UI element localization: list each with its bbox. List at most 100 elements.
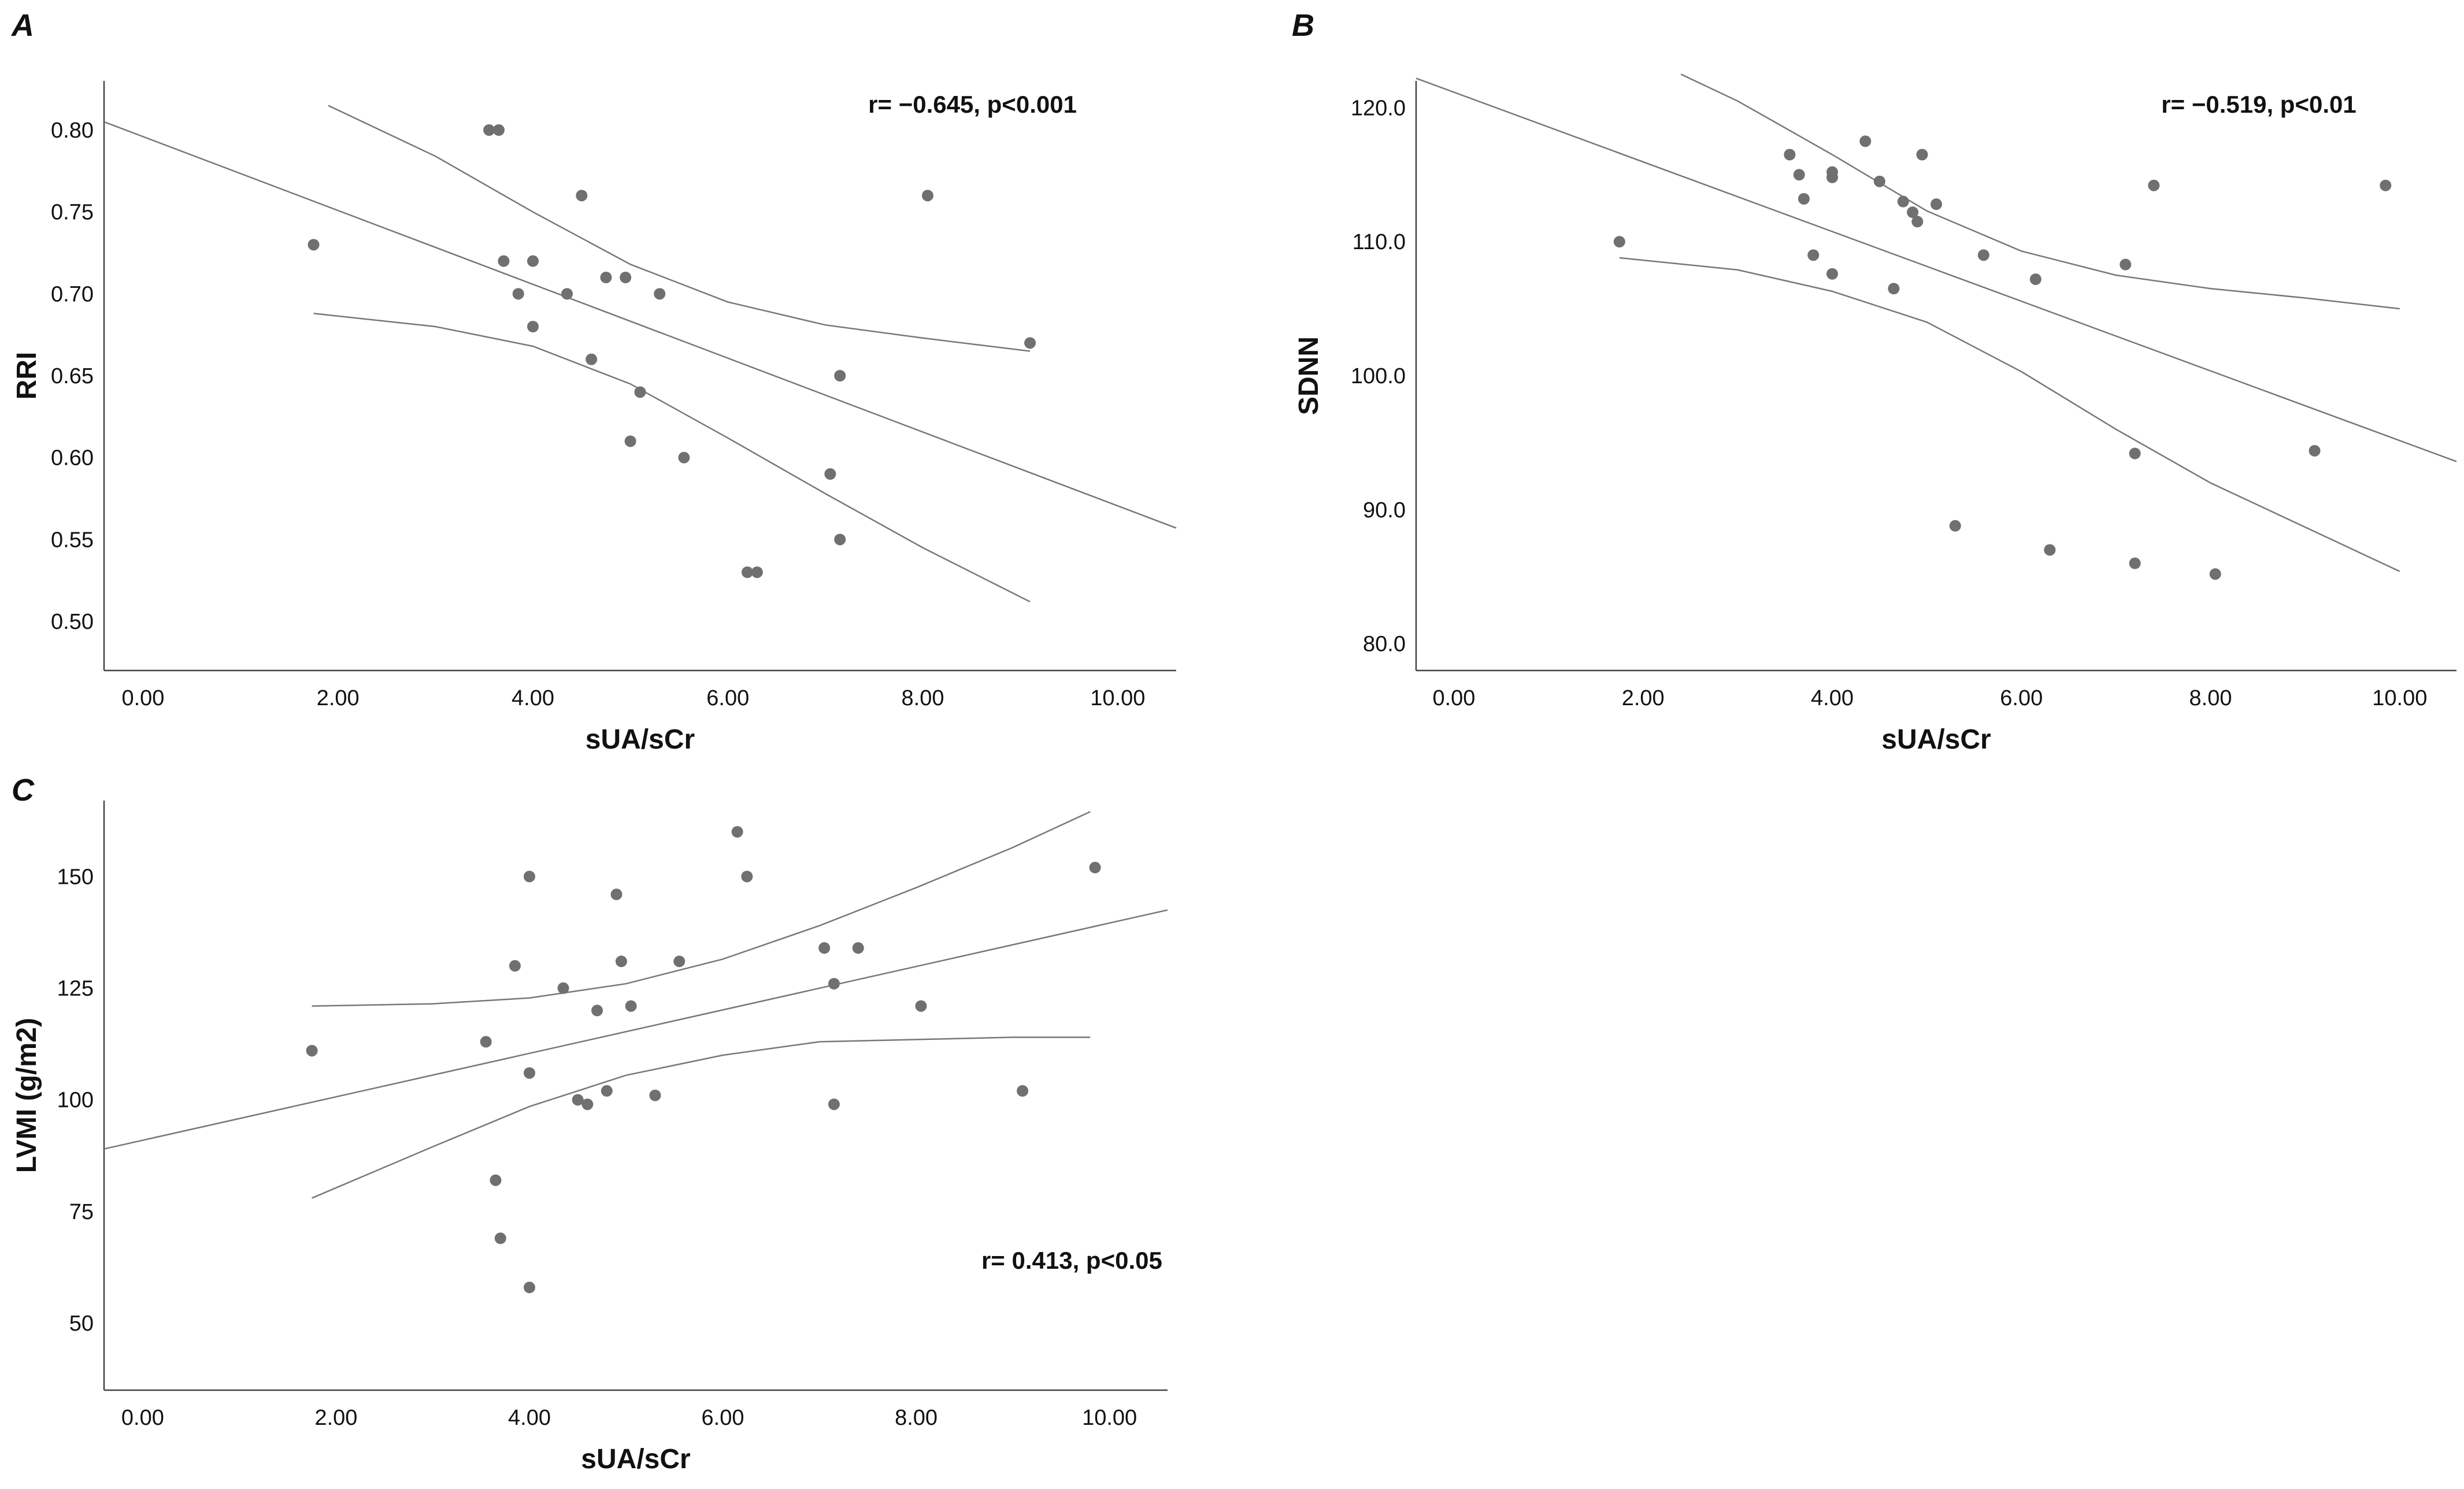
panel-c-correlation-annotation: r= 0.413, p<0.05 — [981, 1247, 1162, 1274]
panel-c-data-point — [601, 1085, 613, 1097]
panel-a-data-point — [561, 288, 573, 300]
panel-a-data-point — [512, 288, 524, 300]
panel-b-data-point — [2129, 447, 2141, 460]
panel-c-data-point — [818, 942, 831, 954]
panel-a-y-tick-label: 0.80 — [51, 118, 94, 143]
panel-c-data-point — [673, 955, 686, 968]
panel-b-data-point — [2148, 179, 2160, 191]
panel-a-data-point — [492, 124, 505, 136]
panel-a-data-point — [634, 386, 646, 398]
panel-a-x-tick-label: 4.00 — [512, 686, 554, 710]
panel-c-letter: C — [12, 773, 35, 808]
panel-b-data-point — [2120, 258, 2132, 271]
panel-a-y-axis-title: RRI — [12, 352, 42, 400]
panel-b-data-point — [2029, 273, 2041, 286]
panel-c-data-point — [1089, 861, 1101, 873]
panel-b-data-point — [1826, 268, 1838, 280]
panel-a-ci-upper-line — [328, 105, 1031, 352]
panel-a-data-point — [498, 255, 510, 267]
panel-a-x-tick-label: 10.00 — [1090, 686, 1145, 710]
panel-a-correlation-annotation: r= −0.645, p<0.001 — [868, 91, 1077, 118]
panel-b-data-point — [1949, 520, 1961, 532]
panel-a-data-point — [678, 451, 690, 464]
panel-c-data-point — [494, 1232, 506, 1244]
panel-c: C 0.00 2.00 4.00 6.00 8.00 10.00 50 75 100 125 150 s… — [12, 773, 1168, 1475]
panel-c-data-point — [557, 982, 569, 994]
panel-c-y-tick-label: 75 — [69, 1200, 94, 1224]
panel-b-data-point — [2044, 544, 2056, 556]
panel-b-x-tick-label: 0.00 — [1432, 686, 1475, 710]
panel-b-data-point — [1916, 149, 1928, 161]
panel-b-data-point — [1613, 236, 1625, 248]
panel-c-data-point — [615, 955, 627, 968]
panel-b-data-point — [1784, 149, 1796, 161]
panel-a-x-tick-label: 8.00 — [902, 686, 944, 710]
panel-a-y-tick-label: 0.60 — [51, 446, 94, 471]
panel-a-y-tick-label: 0.70 — [51, 282, 94, 306]
panel-b-y-tick-label: 120.0 — [1351, 96, 1406, 120]
panel-a-x-tick-label: 2.00 — [317, 686, 360, 710]
panel-b-data-point — [1931, 198, 1942, 210]
panel-c-data-point — [610, 888, 623, 901]
panel-b-data-point — [1907, 206, 1919, 218]
panel-c-data-point — [524, 1067, 535, 1079]
panel-b-x-tick-label: 4.00 — [1811, 686, 1854, 710]
panel-b-x-axis-title: sUA/sCr — [1881, 724, 1991, 755]
panel-a-letter: A — [10, 8, 34, 43]
panel-b-data-point — [1798, 193, 1810, 205]
panel-c-y-tick-label: 150 — [57, 865, 94, 889]
panel-a-data-point — [921, 190, 933, 202]
panel-c-data-point — [306, 1044, 318, 1057]
panel-c-y-tick-label: 50 — [69, 1312, 94, 1336]
panel-a-data-point — [751, 566, 763, 578]
panel-b-data-point — [1826, 171, 1838, 183]
panel-b-fit-line — [1416, 77, 2457, 462]
panel-c-data-point — [490, 1174, 502, 1186]
panel-c-data-point — [915, 1000, 927, 1012]
panel-a-x-axis-title: sUA/sCr — [586, 724, 695, 755]
panel-a-data-point — [527, 255, 539, 267]
panel-a-x-tick-label: 6.00 — [706, 686, 749, 710]
panel-c-data-point — [741, 871, 753, 883]
panel-b-data-point — [1873, 175, 1885, 187]
panel-b-y-tick-label: 110.0 — [1353, 230, 1406, 254]
panel-a-data-point — [624, 435, 636, 447]
panel-a-data-point — [834, 370, 846, 381]
panel-c-x-axis-title: sUA/sCr — [581, 1444, 690, 1475]
panel-b-x-tick-label: 8.00 — [2189, 686, 2232, 710]
panel-c-x-tick-label: 2.00 — [314, 1406, 357, 1430]
panel-c-data-point — [1017, 1085, 1029, 1097]
panel-a-data-point — [620, 272, 632, 283]
panel-c-data-point — [828, 1098, 840, 1110]
panel-a-data-point — [1024, 337, 1036, 349]
panel-a-y-tick-label: 0.55 — [51, 528, 94, 552]
panel-b-data-point — [1897, 195, 1909, 208]
panel-b-x-tick-label: 10.00 — [2372, 686, 2427, 710]
panel-a-y-tick-label: 0.75 — [51, 201, 94, 225]
panel-b-data-point — [1911, 216, 1924, 228]
panel-b-ci-upper-line — [1680, 73, 2400, 310]
panel-c-ci-upper-line — [312, 811, 1091, 1007]
panel-c-x-tick-label: 4.00 — [508, 1406, 551, 1430]
panel-c-data-point — [625, 1000, 637, 1012]
panel-b-data-point — [2209, 568, 2221, 580]
panel-a: A 0.00 2.00 4.00 6.00 8.00 10.00 0.50 0.55 0.60 0.… — [10, 8, 1177, 755]
panel-b-data-point — [2309, 445, 2321, 457]
panel-a-y-tick-label: 0.65 — [51, 364, 94, 388]
panel-c-data-point — [731, 826, 743, 838]
panel-a-fit-line — [103, 121, 1177, 529]
panel-c-data-point — [480, 1036, 492, 1048]
panel-c-data-point — [828, 977, 840, 990]
panel-a-data-point — [600, 272, 612, 283]
panel-c-x-tick-label: 8.00 — [895, 1406, 938, 1430]
panel-a-ci-lower-line — [313, 313, 1031, 603]
panel-c-fit-line — [103, 909, 1168, 1150]
panel-b-y-axis-title: SDNN — [1294, 336, 1324, 415]
panel-a-data-point — [742, 566, 753, 578]
panel-c-x-tick-label: 0.00 — [121, 1406, 164, 1430]
panel-b-x-tick-label: 2.00 — [1622, 686, 1665, 710]
panel-b-data-point — [1793, 169, 1805, 181]
panel-a-data-point — [834, 534, 846, 546]
panel-b: B 0.00 2.00 4.00 6.00 8.00 10.00 80.0 90.0 100.0 1… — [1292, 8, 2457, 755]
